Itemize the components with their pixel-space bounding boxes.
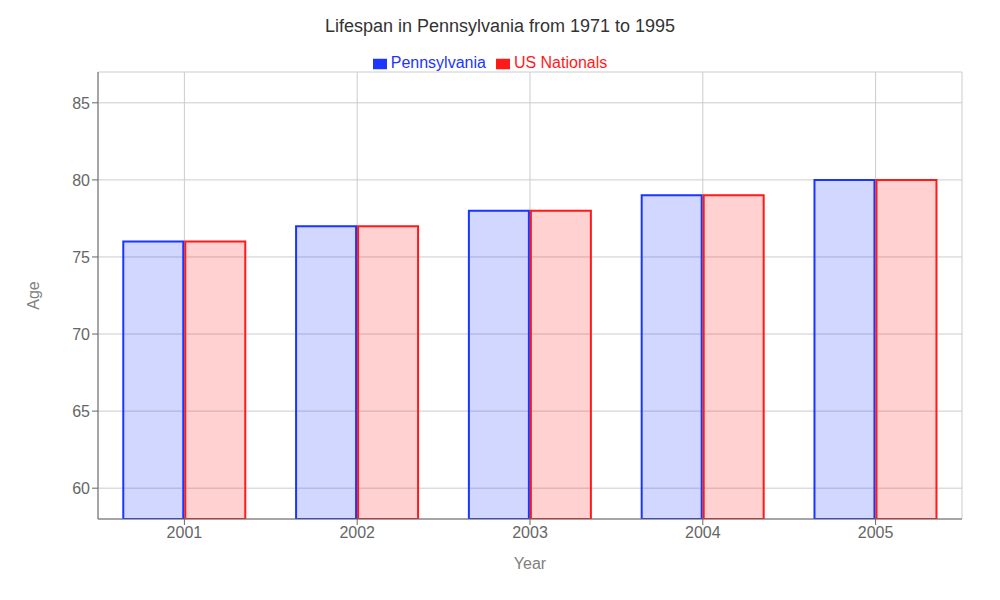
svg-text:60: 60: [72, 480, 90, 497]
html-text:Pennsylvania: Pennsylvania: [390, 54, 486, 71]
svg-text:2004: 2004: [685, 524, 721, 541]
svg-text:2005: 2005: [858, 524, 894, 541]
html-text:US Nationals: US Nationals: [513, 54, 608, 71]
svg-text:75: 75: [72, 249, 90, 266]
svg-text:2001: 2001: [167, 524, 203, 541]
svg-text:2002: 2002: [339, 524, 375, 541]
html-text:Lifespan in Pennsylvania from: Lifespan in Pennsylvania from 1971 to 19…: [324, 16, 676, 36]
svg-text:80: 80: [72, 172, 90, 189]
svg-text:85: 85: [72, 95, 90, 112]
svg-text:70: 70: [72, 326, 90, 343]
svg-text:65: 65: [72, 403, 90, 420]
svg-text:2003: 2003: [512, 524, 548, 541]
svg-text:Age: Age: [25, 281, 42, 310]
svg-text:Year: Year: [514, 555, 547, 572]
